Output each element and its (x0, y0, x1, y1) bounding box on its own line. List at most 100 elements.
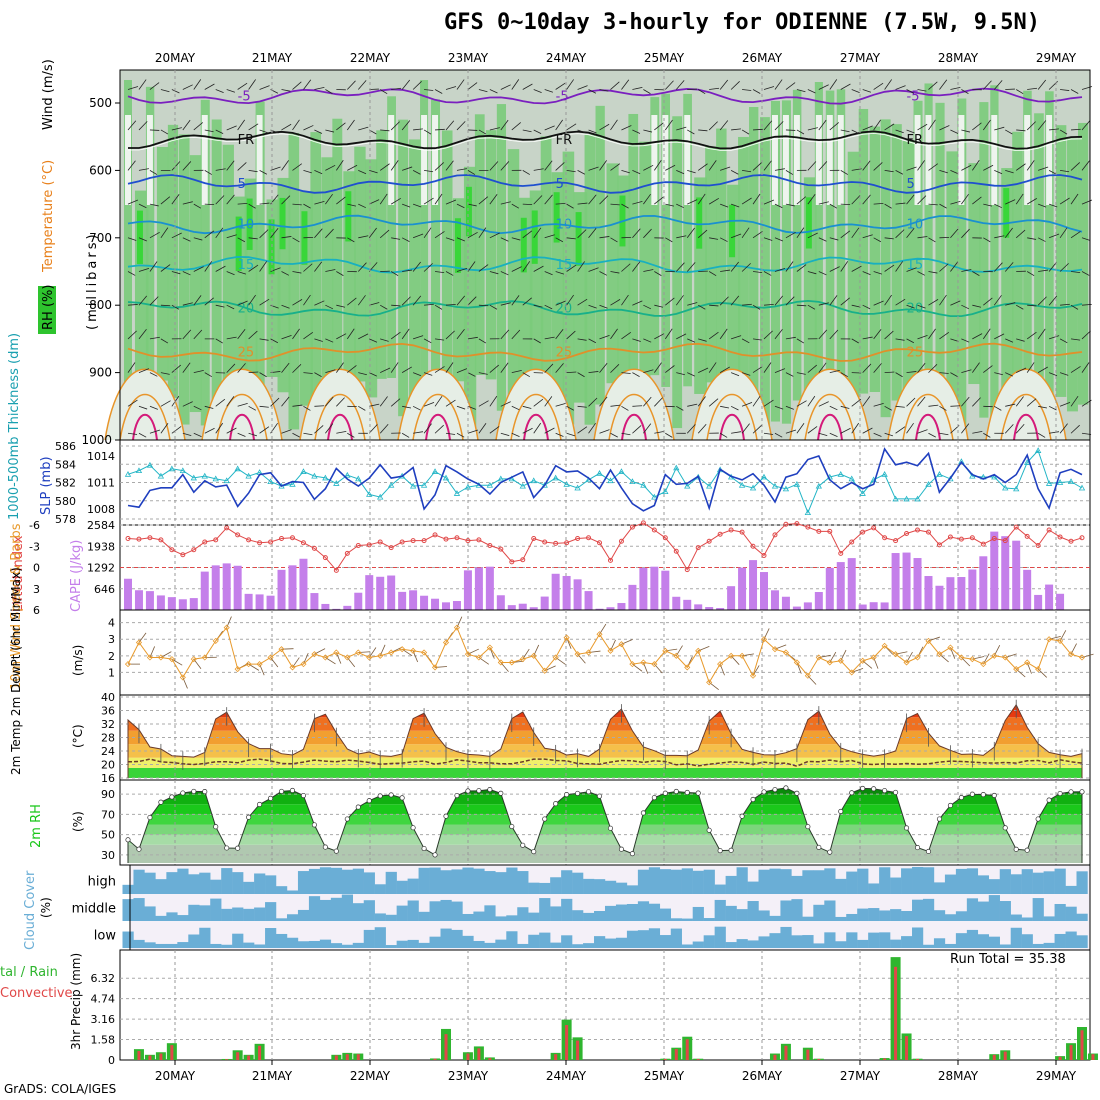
barb-6-28 (434, 304, 443, 310)
cloud-low-23 (374, 927, 386, 948)
thickness-point-37 (530, 477, 537, 484)
barb-6-60 (785, 296, 795, 306)
barb-5-50 (675, 262, 685, 272)
barb-8-28 (434, 366, 445, 373)
li-point-75 (947, 534, 953, 540)
cloud-low-58 (758, 936, 770, 948)
barb-9-14 (281, 396, 290, 407)
barb-6-71 (906, 304, 915, 309)
cloud-low-85 (1054, 933, 1066, 948)
rh-plume-86 (1067, 138, 1078, 412)
barb-5-58 (763, 271, 772, 276)
thickness-axis-label: 1000-500mb Thickness (dm) (7, 333, 22, 520)
barb-4-30 (456, 237, 465, 242)
cloud-low-55 (725, 942, 737, 948)
barb-7-35 (511, 329, 521, 340)
barb-3-58 (763, 199, 775, 205)
barb-3-2 (149, 203, 159, 207)
rh-point-61 (794, 790, 800, 796)
cloud-low-6 (188, 934, 200, 948)
barb-3-32 (478, 196, 489, 205)
cloud-middle-46 (626, 903, 639, 921)
top-xtick-0: 20MAY (155, 51, 196, 65)
barb-1-85 (1059, 129, 1068, 135)
cape-bar-24 (387, 575, 396, 610)
isotherm-5 (127, 299, 1083, 317)
barb-0-76 (961, 89, 969, 94)
top-xtick-4: 24MAY (546, 51, 587, 65)
barb-8-57 (752, 366, 763, 373)
temp-line (127, 703, 1083, 778)
barb-8-59 (774, 368, 786, 373)
bl-dome-inner-7 (804, 394, 856, 441)
thickness-point-71 (903, 495, 910, 502)
barb-6-4 (171, 304, 180, 310)
cloud-high-62 (802, 870, 814, 894)
bl-dome-inner-5 (608, 394, 660, 441)
precip-tick-2: 3.16 (91, 1013, 116, 1026)
barb-6-50 (675, 295, 684, 306)
wind-tick-3: 1 (108, 666, 115, 679)
li-point-42 (586, 535, 592, 541)
cloud-low-59 (769, 933, 781, 948)
cloud-high-34 (495, 872, 507, 894)
barb-6-44 (610, 299, 621, 306)
barb-5-65 (840, 261, 849, 272)
rh-plume-21 (354, 146, 366, 382)
isotherm-fr-hilite (128, 132, 1083, 152)
cape-bar-59 (770, 590, 779, 610)
wind-point-66 (848, 669, 855, 676)
rh-plume-19 (332, 118, 343, 420)
barb-5-43 (599, 271, 608, 276)
upper-ylabel: (millibars) (85, 231, 100, 330)
rh-point-54 (717, 848, 723, 854)
rh-core-14 (279, 197, 286, 250)
cloud-middle-21 (352, 903, 364, 921)
barb-1-1 (138, 121, 148, 131)
barb-6-10 (237, 300, 248, 306)
barb-0-73 (928, 81, 938, 90)
barb-3-60 (785, 203, 795, 207)
barb-3-24 (390, 197, 401, 205)
thickness-point-48 (651, 493, 658, 500)
wind-point-70 (892, 651, 899, 658)
barb-8-47 (643, 369, 654, 373)
barb-2-57 (752, 162, 762, 171)
cape-bar-5 (178, 599, 187, 610)
barb-8-77 (972, 362, 980, 373)
cape-bar-67 (858, 604, 867, 610)
barb-3-20 (347, 203, 357, 207)
barb-2-7 (204, 170, 212, 175)
cape-bar-76 (957, 577, 966, 610)
precip-conv-bar-31 (466, 1053, 470, 1060)
barb-5-26 (412, 261, 421, 272)
precip-conv-bar-49 (663, 1058, 667, 1060)
barb-5-59 (774, 267, 786, 272)
barb-6-26 (412, 295, 422, 306)
cape-bar-9 (222, 563, 231, 610)
barb-3-40 (566, 203, 574, 209)
barb-1-36 (522, 129, 532, 133)
cloud-middle-8 (210, 898, 222, 921)
rh-plume-22 (365, 159, 378, 398)
li-point-0 (125, 535, 131, 541)
barb-10-77 (972, 431, 983, 434)
li-tick-4: 6 (33, 604, 40, 617)
barb-5-2 (149, 261, 158, 272)
rh2m-unit-group: (%) (71, 811, 85, 832)
cloud-middle-5 (177, 915, 189, 921)
cloud-middle-17 (308, 896, 321, 921)
barb-8-16 (303, 372, 313, 374)
rh-point-85 (1057, 790, 1063, 797)
cape-bar-72 (913, 558, 922, 610)
barb-4-67 (862, 234, 873, 239)
cloud-middle-69 (879, 910, 891, 921)
barb-6-35 (511, 295, 520, 306)
barb-3-80 (1005, 199, 1016, 205)
rh-core-80 (1003, 188, 1010, 238)
barb-1-57 (753, 128, 763, 131)
wind-point-23 (377, 652, 384, 659)
barb-8-42 (588, 371, 599, 373)
barb-8-30 (456, 368, 468, 373)
barb-2-1 (138, 168, 149, 171)
